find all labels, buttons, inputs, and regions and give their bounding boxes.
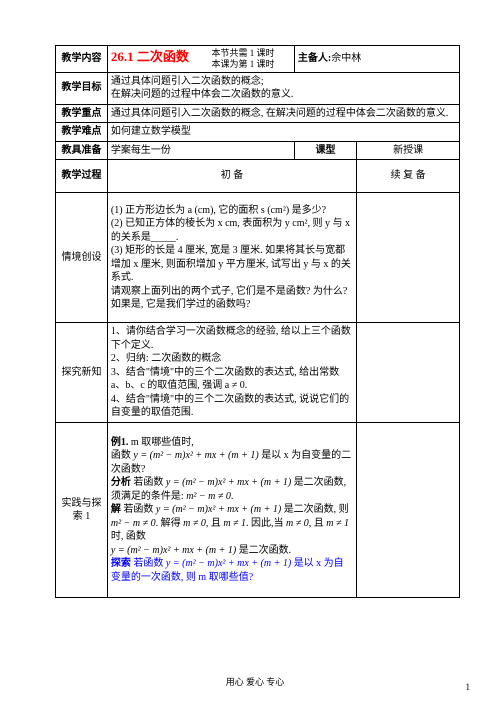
page-footer: 用心 爱心 专心 [55, 675, 455, 688]
ex-l5b: 若函数 [131, 558, 166, 569]
cell-r1: (1) 正方形边长为 a (cm), 它的面积 s (cm²) 是多少? (2)… [107, 193, 356, 323]
lesson-plan-table: 教学内容 26.1 二次函数 本节共需 1 课时 本课为第 1 课时 主备人:佘… [55, 45, 460, 598]
cond-2: m ≠ 0 [183, 518, 206, 529]
row-label-3: 实践与探索 1 [56, 423, 108, 598]
cond-1: m² − m ≠ 0 [186, 491, 231, 502]
label-goal: 教学目标 [56, 72, 108, 104]
cell-prep: 学案每生一份 [107, 141, 294, 160]
ex-l4d: . 解得 [156, 518, 184, 529]
explore-label: 探索 [111, 558, 131, 569]
cell-r1-blank [357, 193, 460, 323]
ex-l4i: 是二次函数. [236, 545, 291, 556]
formula-1: y = (m² − m)x² + mx + (m + 1) [133, 450, 258, 461]
cond-3: m ≠ 1 [223, 518, 246, 529]
cell-difficulty: 如何建立数学模型 [107, 123, 459, 142]
host-label: 主备人: [298, 53, 331, 64]
ex-l3d: . [231, 491, 234, 502]
lesson-plan-page: 教学内容 26.1 二次函数 本节共需 1 课时 本课为第 1 课时 主备人:佘… [0, 0, 500, 706]
row-label-1: 情境创设 [56, 193, 108, 323]
label-difficulty: 教学难点 [56, 123, 108, 142]
cell-r3: 例1. m 取哪些值时, 函数 y = (m² − m)x² + mx + (m… [107, 423, 356, 598]
ex-l4h: 时, 函数 [111, 531, 146, 542]
cell-focus: 通过具体问题引入二次函数的概念, 在解决问题的过程中体会二次函数的意义. [107, 104, 459, 123]
host-name: 佘中林 [331, 53, 361, 64]
label-focus: 教学重点 [56, 104, 108, 123]
ex-l4c: 是二次函数, 则 [281, 504, 349, 515]
cell-r2: 1、请你结合学习一次函数概念的经验, 给以上三个函数下个定义. 2、归纳: 二次… [107, 323, 356, 423]
cond-2b: m ≠ 0 [286, 518, 309, 529]
ex-l4e: , 且 [206, 518, 224, 529]
period-line2: 本课为第 1 课时 [211, 59, 274, 69]
row-label-2: 探究新知 [56, 323, 108, 423]
ex-l1b: m 取哪些值时, [128, 437, 193, 448]
formula-2: y = (m² − m)x² + mx + (m + 1) [166, 477, 291, 488]
page-number: 1 [466, 682, 471, 692]
ex-l4f: . 因此,当 [246, 518, 286, 529]
label-type: 课型 [294, 141, 356, 160]
label-process: 教学过程 [56, 160, 108, 193]
lesson-title: 26.1 二次函数 [111, 49, 189, 64]
label-prep: 教具准备 [56, 141, 108, 160]
cell-process-2: 续 复 备 [357, 160, 460, 193]
ex-l4b: 若函数 [121, 504, 156, 515]
cell-host: 主备人:佘中林 [294, 46, 459, 73]
formula-5: y = (m² − m)x² + mx + (m + 1) [166, 558, 291, 569]
ex-l3b: 若函数 [131, 477, 166, 488]
solve-label: 解 [111, 504, 121, 515]
label-content: 教学内容 [56, 46, 108, 73]
cond-1b: m² − m ≠ 0 [111, 518, 156, 529]
cell-r2-blank [357, 323, 460, 423]
formula-3: y = (m² − m)x² + mx + (m + 1) [156, 504, 281, 515]
cell-type: 新授课 [357, 141, 460, 160]
ex-l2a: 函数 [111, 450, 134, 461]
cond-3b: m ≠ 1 [326, 518, 349, 529]
cell-process-1: 初 备 [107, 160, 356, 193]
period-line1: 本节共需 1 课时 [211, 48, 274, 58]
cell-title-period: 26.1 二次函数 本节共需 1 课时 本课为第 1 课时 [107, 46, 294, 73]
formula-4: y = (m² − m)x² + mx + (m + 1) [111, 545, 236, 556]
cell-r3-blank [357, 423, 460, 598]
analyze-label: 分析 [111, 477, 131, 488]
ex-label: 例1. [111, 437, 129, 448]
cell-goal: 通过具体问题引入二次函数的概念; 在解决问题的过程中体会二次函数的意义. [107, 72, 459, 104]
ex-l4g: , 且 [309, 518, 327, 529]
